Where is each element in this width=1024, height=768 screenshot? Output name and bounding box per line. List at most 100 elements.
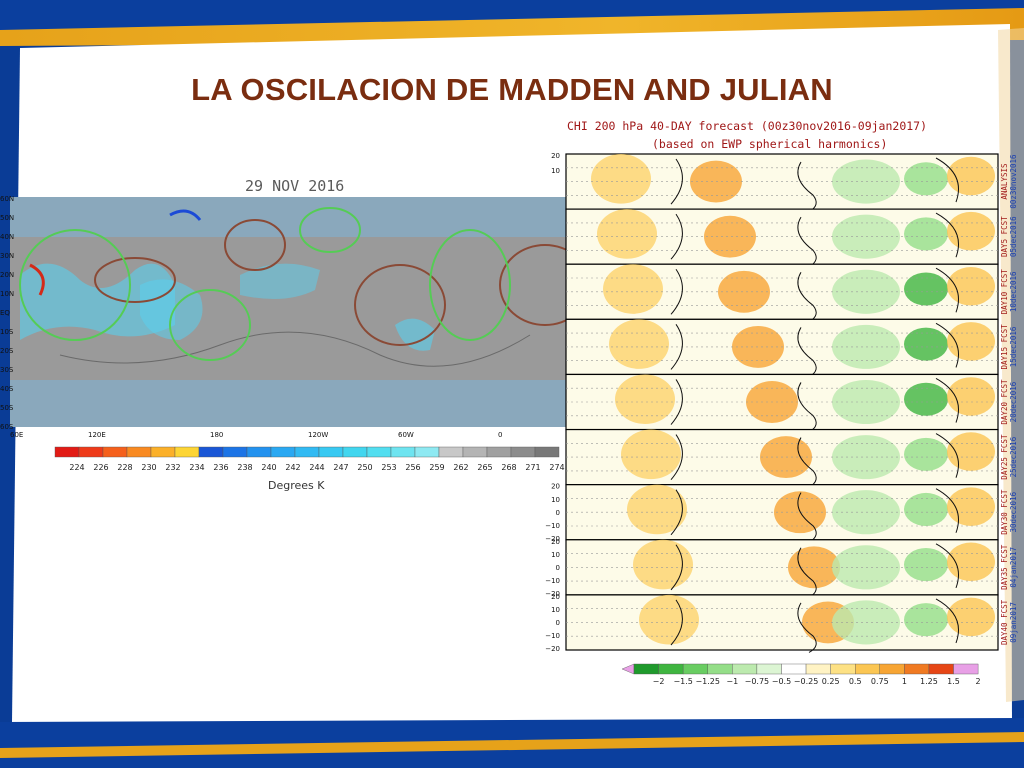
y-tick-label: −10 (545, 522, 560, 530)
colorbar-label: 1 (902, 677, 907, 684)
colorbar-label: 265 (477, 463, 492, 472)
colorbar-swatch (246, 446, 272, 458)
colorbar-label: 236 (213, 463, 228, 472)
y-tick-label: 20 (551, 538, 560, 546)
colorbar-label: 230 (141, 463, 156, 472)
longitude-labels: 60E120E180120W60W060E (10, 431, 599, 439)
longitude-label: 180 (210, 431, 223, 439)
colorbar-swatch (462, 446, 488, 458)
colorbar-swatch (486, 446, 512, 458)
colorbar-label: 242 (285, 463, 300, 472)
y-tick-label: −10 (545, 632, 560, 640)
latitude-label: 40N (0, 233, 14, 241)
colorbar-swatch (438, 446, 464, 458)
latitude-label: 60N (0, 195, 14, 203)
longitude-label: 0 (498, 431, 502, 439)
y-tick-label: 0 (556, 564, 560, 572)
colorbar-label: −1.5 (673, 677, 692, 684)
colorbar-label: 226 (93, 463, 108, 472)
y-tick-label: 20 (551, 483, 560, 491)
latitude-label: 20N (0, 271, 14, 279)
colorbar-swatch (732, 663, 758, 675)
colorbar-swatch (174, 446, 200, 458)
colorbar-label: −1 (726, 677, 738, 684)
colorbar-label: 259 (429, 463, 444, 472)
colorbar-swatch (953, 663, 979, 675)
colorbar-label: 253 (381, 463, 396, 472)
latitude-label: 60S (0, 423, 14, 431)
colorbar-swatch (830, 663, 856, 675)
colorbar-label: 250 (357, 463, 372, 472)
y-tick-label: −10 (545, 577, 560, 585)
longitude-label: 60E (10, 431, 23, 439)
colorbar-swatch (366, 446, 392, 458)
colorbar-label: 0.5 (849, 677, 862, 684)
forecast-panel: DAY20 FCST 20dec2016 (565, 373, 1018, 433)
colorbar-label: 228 (117, 463, 132, 472)
forecast-panel: DAY10 FCST 10dec2016 (565, 263, 1018, 323)
colorbar-label: 234 (189, 463, 204, 472)
panel-date: 10dec2016 (1009, 271, 1018, 312)
colorbar-swatch (150, 446, 176, 458)
forecast-panel: ANALYSIS 00z30nov2016 (565, 153, 1018, 213)
latitude-labels: 60N 50N 40N 30N 20N 10N EQ 10S 20S 30S 40S 50S 60S (0, 195, 14, 431)
colorbar-swatch (102, 446, 128, 458)
longitude-label: 60W (398, 431, 414, 439)
colorbar-swatch (633, 663, 659, 675)
colorbar-swatch (682, 663, 708, 675)
colorbar-label: 256 (405, 463, 420, 472)
forecast-panel: DAY30 FCST 30dec2016 (565, 484, 1018, 543)
panel-date: 15dec2016 (1009, 326, 1018, 367)
colorbar-swatch (54, 446, 80, 458)
brightness-temperature-colorbar: 224 226 228 230 232 234 236 238 240 242 244 247 250 2… (54, 446, 565, 472)
colorbar-label: 2 (976, 677, 981, 684)
panel-label: DAY15 FCST (1000, 324, 1009, 370)
colorbar-label: 0.75 (871, 677, 889, 684)
colorbar-swatch (534, 446, 560, 458)
forecast-panel: DAY5 FCST 05dec2016 (565, 208, 1018, 268)
colorbar-label: 238 (237, 463, 252, 472)
panel-date: 30dec2016 (1009, 491, 1018, 532)
longitude-label: 120W (308, 431, 328, 439)
colorbar-swatch (270, 446, 296, 458)
panel-label: DAY35 FCST (1000, 544, 1009, 590)
colorbar-label: 1.5 (947, 677, 960, 684)
colorbar-label: 262 (453, 463, 468, 472)
colorbar-swatch (707, 663, 733, 675)
latitude-label: 30N (0, 252, 14, 260)
slide-title: LA OSCILACION DE MADDEN AND JULIAN (191, 72, 833, 107)
panel-label: ANALYSIS (1000, 163, 1009, 200)
colorbar-label: −1.25 (695, 677, 720, 684)
colorbar-swatch (342, 446, 368, 458)
map-date: 29 NOV 2016 (245, 177, 344, 195)
colorbar-label: 274 (549, 463, 564, 472)
panel-date: 04jan2017 (1009, 547, 1018, 588)
latitude-label: 30S (0, 366, 14, 374)
y-tick-label: 10 (551, 551, 560, 559)
latitude-label: 10N (0, 290, 14, 298)
latitude-label: 20S (0, 347, 14, 355)
colorbar-label: 244 (309, 463, 324, 472)
colorbar-label: 224 (69, 463, 84, 472)
latitude-label: 50S (0, 404, 14, 412)
colorbar-swatch (658, 663, 684, 675)
panel-label: DAY40 FCST (1000, 599, 1009, 645)
forecast-panel: DAY35 FCST 04jan2017 (565, 539, 1018, 598)
panel-label: DAY25 FCST (1000, 434, 1009, 480)
colorbar-swatch (294, 446, 320, 458)
y-tick-label: 20 (551, 152, 560, 160)
latitude-label: 50N (0, 214, 14, 222)
colorbar-swatch (126, 446, 152, 458)
chi-forecast-figure: CHI 200 hPa 40-DAY forecast (00z30nov201… (545, 119, 1018, 684)
colorbar-label: −0.25 (794, 677, 819, 684)
colorbar-label: 268 (501, 463, 516, 472)
y-tick-label: 10 (551, 167, 560, 175)
colorbar-swatch (756, 663, 782, 675)
forecast-panel: DAY40 FCST 09jan2017 (565, 594, 1018, 653)
colorbar-label: 271 (525, 463, 540, 472)
colorbar-label: 232 (165, 463, 180, 472)
y-tick-label: 10 (551, 606, 560, 614)
